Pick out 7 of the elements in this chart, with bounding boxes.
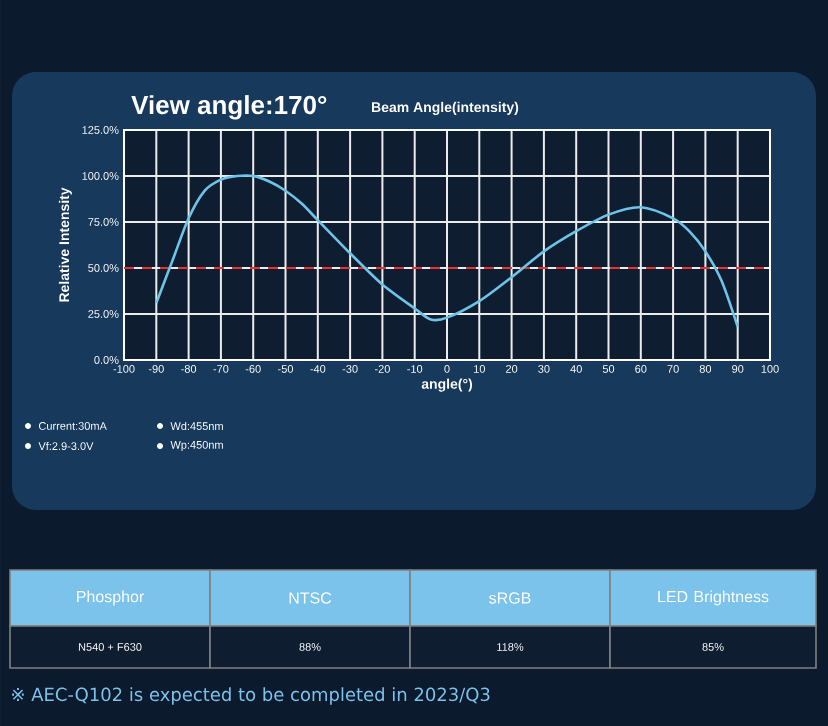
chart-title: View angle:170°	[131, 95, 327, 120]
text: ※ AEC-Q102 is expected to be completed in 2023/Q3	[12, 687, 490, 705]
text: sRGB	[489, 592, 531, 604]
text: LED Brightness	[658, 590, 769, 606]
text: NTSC	[289, 592, 332, 604]
line-series	[155, 174, 739, 329]
text: Phosphor	[77, 590, 144, 606]
